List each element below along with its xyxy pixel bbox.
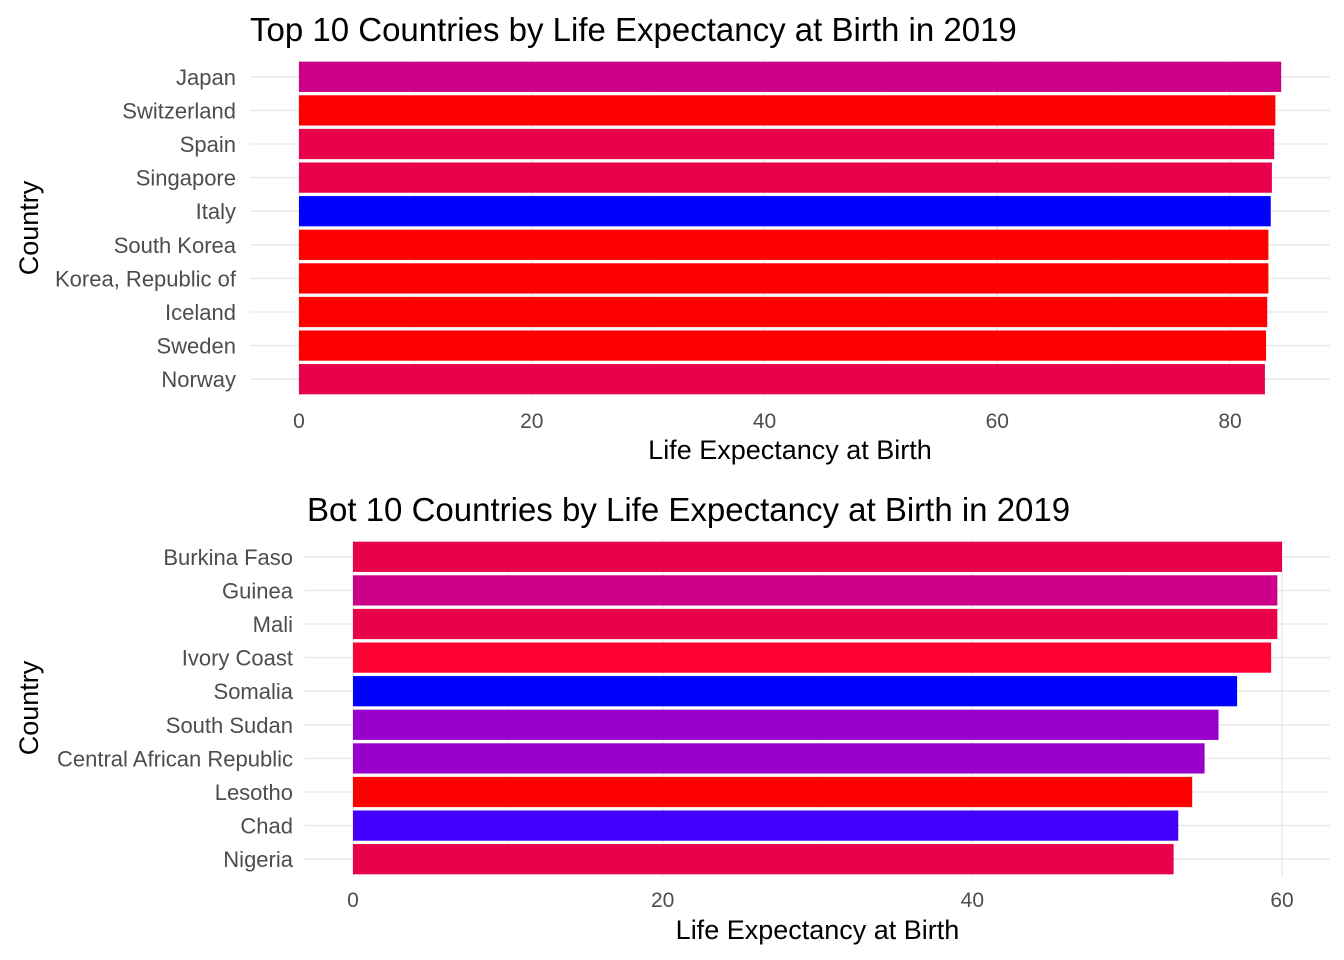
top10-chart: Top 10 Countries by Life Expectancy at B… xyxy=(14,11,1330,465)
category-label: South Sudan xyxy=(166,713,293,738)
bar xyxy=(353,642,1272,673)
bar xyxy=(299,61,1282,92)
bar xyxy=(353,608,1278,640)
x-axis-title: Life Expectancy at Birth xyxy=(648,435,932,465)
x-tick-label: 20 xyxy=(651,889,674,912)
bar xyxy=(353,743,1205,774)
category-label: Central African Republic xyxy=(57,746,293,771)
category-label: Singapore xyxy=(136,166,236,191)
category-label: Norway xyxy=(161,367,236,392)
category-label: Korea, Republic of xyxy=(55,266,237,291)
bar xyxy=(353,709,1219,740)
x-tick-label: 20 xyxy=(520,410,543,433)
bar xyxy=(353,810,1179,841)
category-label: Sweden xyxy=(156,334,236,359)
bar xyxy=(299,162,1272,193)
y-axis-title: Country xyxy=(14,180,44,275)
category-label: Lesotho xyxy=(215,780,293,805)
x-tick-label: 80 xyxy=(1218,410,1241,433)
x-tick-label: 0 xyxy=(293,410,305,433)
bottom10-chart: Bot 10 Countries by Life Expectancy at B… xyxy=(14,491,1330,945)
x-tick-label: 40 xyxy=(753,410,776,433)
x-axis-title: Life Expectancy at Birth xyxy=(676,915,960,945)
chart-title: Bot 10 Countries by Life Expectancy at B… xyxy=(307,491,1070,528)
bar xyxy=(299,330,1267,361)
category-label: South Korea xyxy=(114,233,237,258)
bar xyxy=(299,263,1269,294)
bar xyxy=(299,229,1269,260)
category-label: Somalia xyxy=(214,679,294,704)
category-label: Switzerland xyxy=(122,98,236,123)
chart-title: Top 10 Countries by Life Expectancy at B… xyxy=(250,11,1017,48)
y-axis-title: Country xyxy=(14,660,44,755)
category-label: Mali xyxy=(253,612,293,637)
x-tick-label: 60 xyxy=(986,410,1009,433)
category-label: Chad xyxy=(240,814,293,839)
category-label: Italy xyxy=(196,199,236,224)
x-tick-label: 60 xyxy=(1270,889,1293,912)
bar xyxy=(353,676,1238,707)
category-label: Ivory Coast xyxy=(182,646,293,671)
bar xyxy=(299,128,1275,160)
category-label: Nigeria xyxy=(223,847,293,872)
category-label: Spain xyxy=(180,132,236,157)
bar xyxy=(299,196,1271,227)
x-tick-label: 40 xyxy=(961,889,984,912)
x-tick-label: 0 xyxy=(347,889,359,912)
category-label: Iceland xyxy=(165,300,236,325)
category-label: Burkina Faso xyxy=(163,545,293,570)
bar xyxy=(299,95,1276,126)
category-label: Guinea xyxy=(222,578,294,603)
bar xyxy=(353,575,1278,606)
bar xyxy=(353,844,1174,875)
bar xyxy=(299,296,1268,328)
bar xyxy=(353,776,1193,808)
bar xyxy=(353,541,1282,572)
category-label: Japan xyxy=(176,65,236,90)
bar xyxy=(299,364,1265,395)
